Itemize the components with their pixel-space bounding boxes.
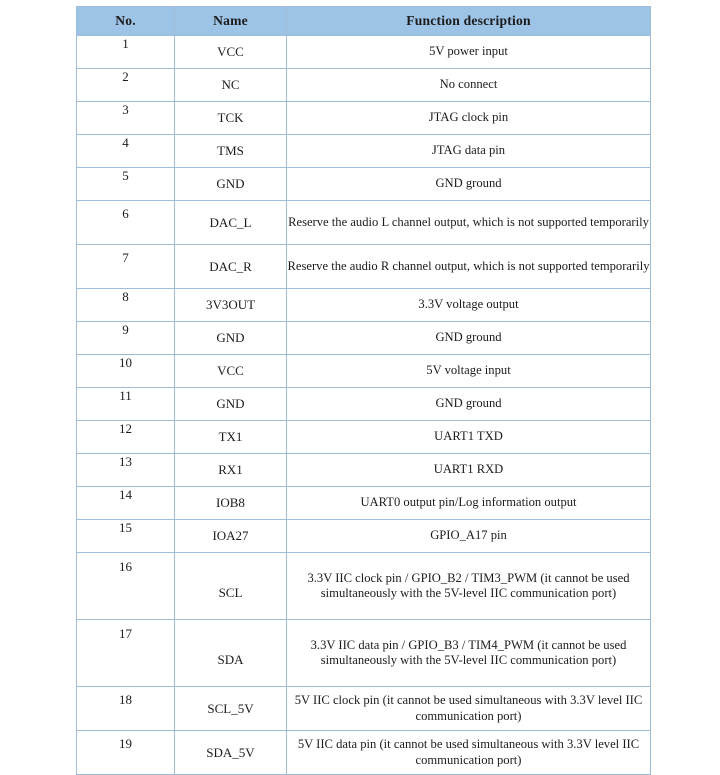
column-header-no: No. [76,6,175,36]
cell-pin-number: 11 [76,387,175,421]
table-row: 18 SCL_5V 5V IIC clock pin (it cannot be u… [76,686,651,731]
pin-definition-table-container: No. Name Function description 1 VCC 5V pow… [76,6,651,775]
table-header-row: No. Name Function description [76,6,651,36]
cell-pin-name: DAC_L [174,200,287,245]
table-row: 15 IOA27 GPIO_A17 pin [76,519,651,553]
table-row: 8 3V3OUT 3.3V voltage output [76,288,651,322]
cell-pin-number: 4 [76,134,175,168]
cell-pin-name: SCL [174,552,287,620]
cell-pin-number: 7 [76,244,175,289]
cell-pin-name: IOA27 [174,519,287,553]
cell-pin-number: 8 [76,288,175,322]
cell-function-description: 3.3V IIC data pin / GPIO_B3 / TIM4_PWM (… [286,619,651,687]
cell-function-description: Reserve the audio R channel output, whic… [286,244,651,289]
cell-pin-number: 3 [76,101,175,135]
cell-pin-name: SCL_5V [174,686,287,731]
cell-function-description: UART1 RXD [286,453,651,487]
cell-pin-number: 1 [76,35,175,69]
cell-function-description: GND ground [286,167,651,201]
cell-function-description: 5V power input [286,35,651,69]
table-row: 19 SDA_5V 5V IIC data pin (it cannot be us… [76,730,651,775]
table-row: 17 SDA 3.3V IIC data pin / GPIO_B3 / TIM4_… [76,619,651,687]
column-header-name: Name [174,6,287,36]
table-row: 16 SCL 3.3V IIC clock pin / GPIO_B2 / TIM3… [76,552,651,620]
table-header: No. Name Function description [76,6,651,36]
cell-function-description: 5V IIC clock pin (it cannot be used simu… [286,686,651,731]
table-row: 5 GND GND ground [76,167,651,201]
cell-function-description: 3.3V voltage output [286,288,651,322]
cell-function-description: GPIO_A17 pin [286,519,651,553]
cell-function-description: GND ground [286,387,651,421]
cell-pin-number: 14 [76,486,175,520]
cell-pin-number: 6 [76,200,175,245]
table-row: 13 RX1 UART1 RXD [76,453,651,487]
cell-function-description: UART0 output pin/Log information output [286,486,651,520]
table-row: 1 VCC 5V power input [76,35,651,69]
cell-function-description: 5V voltage input [286,354,651,388]
cell-pin-name: 3V3OUT [174,288,287,322]
cell-pin-name: DAC_R [174,244,287,289]
cell-pin-name: NC [174,68,287,102]
cell-pin-name: GND [174,321,287,355]
cell-pin-name: GND [174,387,287,421]
cell-pin-name: GND [174,167,287,201]
cell-pin-number: 17 [76,619,175,687]
pin-definition-table: No. Name Function description 1 VCC 5V pow… [76,6,651,775]
cell-function-description: GND ground [286,321,651,355]
table-row: 10 VCC 5V voltage input [76,354,651,388]
cell-pin-number: 10 [76,354,175,388]
cell-pin-name: RX1 [174,453,287,487]
table-row: 12 TX1 UART1 TXD [76,420,651,454]
table-row: 9 GND GND ground [76,321,651,355]
cell-function-description: 3.3V IIC clock pin / GPIO_B2 / TIM3_PWM … [286,552,651,620]
cell-pin-name: TCK [174,101,287,135]
table-row: 2 NC No connect [76,68,651,102]
cell-pin-name: TX1 [174,420,287,454]
cell-function-description: UART1 TXD [286,420,651,454]
table-row: 14 IOB8 UART0 output pin/Log information o… [76,486,651,520]
cell-pin-number: 16 [76,552,175,620]
cell-pin-number: 2 [76,68,175,102]
cell-pin-name: SDA [174,619,287,687]
cell-pin-number: 5 [76,167,175,201]
table-row: 4 TMS JTAG data pin [76,134,651,168]
column-header-desc: Function description [286,6,651,36]
cell-function-description: JTAG clock pin [286,101,651,135]
page-canvas: No. Name Function description 1 VCC 5V pow… [76,6,651,775]
table-row: 11 GND GND ground [76,387,651,421]
cell-pin-name: SDA_5V [174,730,287,775]
cell-pin-number: 12 [76,420,175,454]
cell-pin-name: VCC [174,354,287,388]
table-body: 1 VCC 5V power input 2 NC No connect 3 TCK JTAG … [76,35,651,775]
cell-pin-number: 9 [76,321,175,355]
cell-pin-number: 15 [76,519,175,553]
cell-pin-number: 13 [76,453,175,487]
cell-function-description: Reserve the audio L channel output, whic… [286,200,651,245]
cell-function-description: No connect [286,68,651,102]
cell-pin-name: TMS [174,134,287,168]
cell-pin-number: 18 [76,686,175,731]
table-row: 3 TCK JTAG clock pin [76,101,651,135]
cell-pin-name: IOB8 [174,486,287,520]
cell-function-description: 5V IIC data pin (it cannot be used simul… [286,730,651,775]
cell-pin-name: VCC [174,35,287,69]
cell-pin-number: 19 [76,730,175,775]
cell-function-description: JTAG data pin [286,134,651,168]
table-row: 6 DAC_L Reserve the audio L channel output… [76,200,651,245]
table-row: 7 DAC_R Reserve the audio R channel output… [76,244,651,289]
